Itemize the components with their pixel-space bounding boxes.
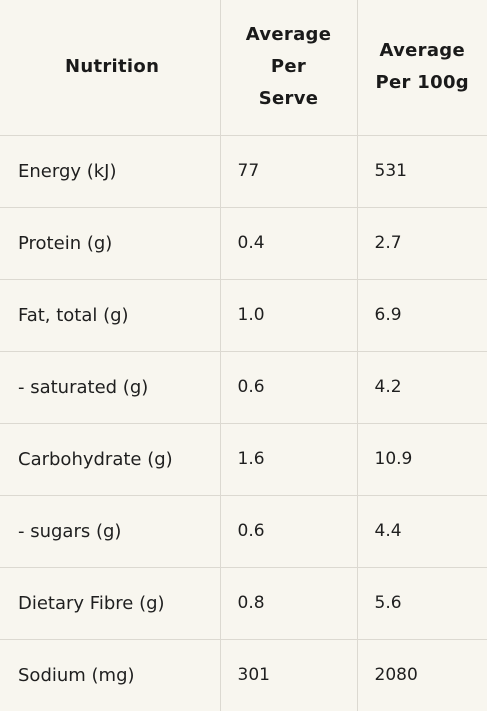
header-line: Per — [221, 51, 357, 83]
header-average-per-100g: Average Per 100g — [357, 0, 487, 135]
per-100g-value: 6.9 — [357, 279, 487, 351]
row-label: Dietary Fibre (g) — [0, 567, 220, 639]
header-line: Average — [221, 19, 357, 51]
table-row: Dietary Fibre (g) 0.8 5.6 — [0, 567, 487, 639]
header-nutrition: Nutrition — [0, 0, 220, 135]
per-100g-value: 4.2 — [357, 351, 487, 423]
row-label: Fat, total (g) — [0, 279, 220, 351]
header-line: Average — [358, 35, 487, 67]
per-serve-value: 0.4 — [220, 207, 357, 279]
row-label: Carbohydrate (g) — [0, 423, 220, 495]
per-serve-value: 301 — [220, 639, 357, 711]
table-row: Carbohydrate (g) 1.6 10.9 — [0, 423, 487, 495]
table-row: Fat, total (g) 1.0 6.9 — [0, 279, 487, 351]
per-serve-value: 77 — [220, 135, 357, 207]
per-serve-value: 1.0 — [220, 279, 357, 351]
header-line: Serve — [221, 83, 357, 115]
per-serve-value: 0.6 — [220, 495, 357, 567]
row-label: Energy (kJ) — [0, 135, 220, 207]
table-row: Sodium (mg) 301 2080 — [0, 639, 487, 711]
per-100g-value: 10.9 — [357, 423, 487, 495]
row-label: - saturated (g) — [0, 351, 220, 423]
table-row: Protein (g) 0.4 2.7 — [0, 207, 487, 279]
header-line: Per 100g — [358, 67, 487, 99]
per-100g-value: 2.7 — [357, 207, 487, 279]
row-label: - sugars (g) — [0, 495, 220, 567]
table-row: Energy (kJ) 77 531 — [0, 135, 487, 207]
row-label: Protein (g) — [0, 207, 220, 279]
table-row: - saturated (g) 0.6 4.2 — [0, 351, 487, 423]
per-serve-value: 1.6 — [220, 423, 357, 495]
header-average-per-serve: Average Per Serve — [220, 0, 357, 135]
per-serve-value: 0.8 — [220, 567, 357, 639]
header-row: Nutrition Average Per Serve Average Per … — [0, 0, 487, 135]
table-body: Energy (kJ) 77 531 Protein (g) 0.4 2.7 F… — [0, 135, 487, 711]
per-100g-value: 531 — [357, 135, 487, 207]
per-serve-value: 0.6 — [220, 351, 357, 423]
row-label: Sodium (mg) — [0, 639, 220, 711]
table-header: Nutrition Average Per Serve Average Per … — [0, 0, 487, 135]
per-100g-value: 2080 — [357, 639, 487, 711]
per-100g-value: 4.4 — [357, 495, 487, 567]
table-row: - sugars (g) 0.6 4.4 — [0, 495, 487, 567]
per-100g-value: 5.6 — [357, 567, 487, 639]
